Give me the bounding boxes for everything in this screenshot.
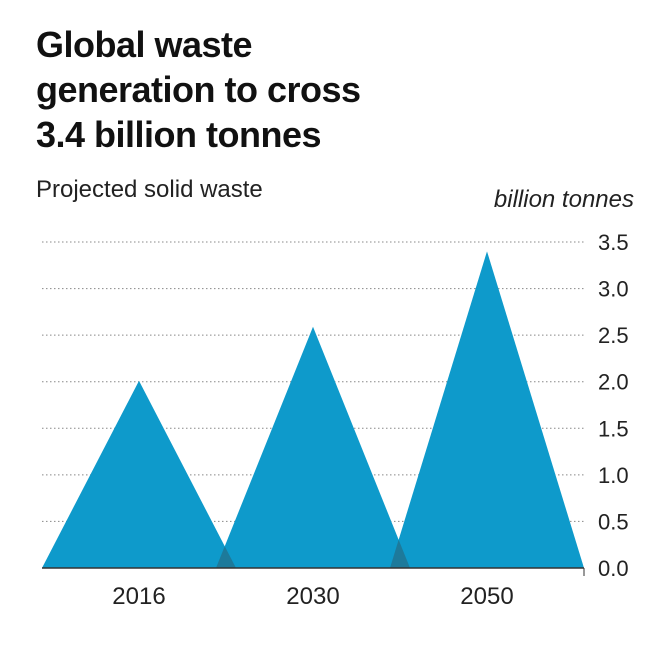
x-tick-label: 2016 xyxy=(112,583,165,610)
y-tick-label: 2.5 xyxy=(598,323,629,348)
chart-subtitle: Projected solid waste xyxy=(36,176,263,203)
y-tick-label: 3.5 xyxy=(598,230,629,255)
y-tick-label: 2.0 xyxy=(598,370,629,395)
triangle-overlaps xyxy=(216,539,410,568)
axis-labels: 0.0 0.5 1.0 1.5 2.0 2.5 3.0 3.5 2016 2030 2050 xyxy=(112,230,628,610)
x-tick-label: 2030 xyxy=(286,583,339,610)
triangle-mark-2016 xyxy=(42,380,236,568)
chart-title: Global waste generation to cross 3.4 bil… xyxy=(36,24,361,155)
y-tick-label: 3.0 xyxy=(598,277,629,302)
x-tick-label: 2050 xyxy=(460,583,513,610)
triangle-overlap xyxy=(216,546,236,568)
triangle-mark-2050 xyxy=(390,251,584,569)
triangle-overlap xyxy=(390,539,410,568)
triangle-marks xyxy=(42,251,584,569)
y-tick-label: 0.5 xyxy=(598,509,629,534)
y-tick-label: 1.0 xyxy=(598,463,629,488)
y-axis-unit-label: billion tonnes xyxy=(493,186,634,213)
y-tick-label: 1.5 xyxy=(598,416,629,441)
y-tick-label: 0.0 xyxy=(598,556,629,581)
axes xyxy=(42,567,585,576)
triangle-mark-2030 xyxy=(216,326,410,568)
